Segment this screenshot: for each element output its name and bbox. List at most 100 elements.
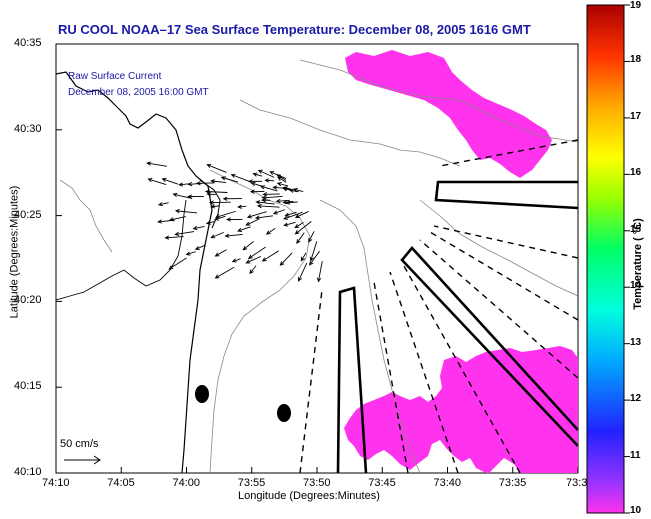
current-vector <box>249 265 257 275</box>
current-vector <box>249 189 265 194</box>
current-vector <box>194 244 206 250</box>
current-vector <box>206 192 216 197</box>
x-tick-label: 74:05 <box>107 477 135 489</box>
current-vector <box>206 163 227 173</box>
current-vector <box>157 201 169 207</box>
legend-line-1: Raw Surface Current <box>68 71 162 82</box>
y-tick-label: 40:30 <box>14 122 42 135</box>
colorbar-tick-label: 11 <box>630 449 641 461</box>
current-vector <box>246 211 267 219</box>
map-title: RU COOL NOAA–17 Sea Surface Temperature:… <box>58 22 531 37</box>
current-vector <box>205 220 216 225</box>
current-vector <box>283 211 303 220</box>
current-vector <box>282 200 294 205</box>
current-vector <box>147 178 167 185</box>
current-vector <box>172 192 193 200</box>
current-vector <box>316 261 323 283</box>
current-vector <box>187 194 204 199</box>
x-axis-label: Longitude (Degrees:Minutes) <box>238 490 380 502</box>
x-tick-label: 74:10 <box>42 477 70 489</box>
current-vector <box>283 221 296 227</box>
glider-boxes <box>336 180 578 473</box>
current-vector <box>269 171 287 179</box>
colorbar-tick-label: 16 <box>630 167 642 179</box>
colorbar-tick-label: 18 <box>630 54 642 66</box>
current-vector <box>284 211 297 217</box>
current-vector <box>261 250 279 262</box>
current-vector <box>285 200 298 205</box>
y-tick-label: 40:25 <box>14 208 42 221</box>
current-vector <box>209 200 231 205</box>
current-vector <box>192 225 205 231</box>
current-vector <box>210 204 220 209</box>
current-vector <box>262 192 280 197</box>
buoy-marker-2 <box>277 404 291 422</box>
temperature-colorbar <box>586 4 625 514</box>
current-vector <box>255 200 275 205</box>
current-vector <box>265 227 276 235</box>
current-vector <box>157 219 175 224</box>
current-vectors <box>146 161 323 283</box>
current-vector <box>294 222 304 229</box>
current-vector <box>294 221 312 235</box>
x-tick-label: 73:55 <box>237 477 266 489</box>
scale-label: 50 cm/s <box>60 438 99 450</box>
x-tick-label: 73:45 <box>368 477 396 489</box>
current-vector <box>215 210 236 219</box>
current-vector <box>161 177 179 185</box>
current-vector <box>214 266 235 279</box>
inland-shore <box>56 199 187 301</box>
current-vector <box>220 176 239 183</box>
current-vector <box>214 249 227 257</box>
current-vector <box>230 173 251 183</box>
current-vector <box>272 185 291 190</box>
current-vector <box>174 231 195 237</box>
current-vector <box>261 198 271 203</box>
current-vector <box>174 208 198 214</box>
bathymetry-contours <box>59 59 578 473</box>
scale-arrow <box>64 455 101 465</box>
x-tick-label: 73:40 <box>433 477 462 489</box>
current-vector <box>224 233 243 238</box>
current-vector <box>309 241 318 262</box>
current-vector <box>185 251 196 256</box>
current-vector <box>308 231 315 243</box>
current-vector <box>272 209 285 215</box>
current-vector <box>210 179 227 184</box>
current-vector <box>187 181 203 187</box>
current-vector <box>247 246 266 259</box>
current-vector <box>210 231 224 239</box>
current-vector <box>296 232 305 245</box>
colorbar-tick-label: 10 <box>630 505 642 516</box>
buoy-marker-1 <box>195 385 209 403</box>
current-vector <box>226 217 243 222</box>
current-vector <box>256 203 280 209</box>
sst-patch-south <box>344 346 578 473</box>
y-tick-label: 40:20 <box>14 294 42 307</box>
current-vector <box>309 250 320 266</box>
current-vector <box>178 182 191 187</box>
current-vector <box>242 241 254 251</box>
y-tick-label: 40:35 <box>14 37 42 49</box>
sst-patch-north <box>345 50 552 178</box>
colorbar-tick-label: 13 <box>630 336 642 348</box>
colorbar-tick-label: 17 <box>630 110 642 122</box>
current-vector <box>279 252 293 266</box>
current-vector <box>245 218 259 226</box>
current-vector <box>214 215 226 221</box>
current-vector <box>245 255 262 264</box>
x-tick-label: 73:3 <box>566 477 588 489</box>
colorbar-tick-label: 12 <box>630 393 642 405</box>
current-vector <box>275 198 290 204</box>
x-tick-label: 74:00 <box>172 477 201 489</box>
colorbar-tick-label: 15 <box>630 223 642 235</box>
current-vector <box>231 258 241 263</box>
y-tick-label: 40:15 <box>14 380 42 393</box>
current-vector <box>252 172 263 177</box>
current-vector <box>264 178 275 183</box>
current-vector <box>237 204 247 209</box>
current-vector <box>222 196 242 201</box>
current-vector <box>146 161 168 167</box>
x-tick-label: 73:35 <box>498 477 527 489</box>
